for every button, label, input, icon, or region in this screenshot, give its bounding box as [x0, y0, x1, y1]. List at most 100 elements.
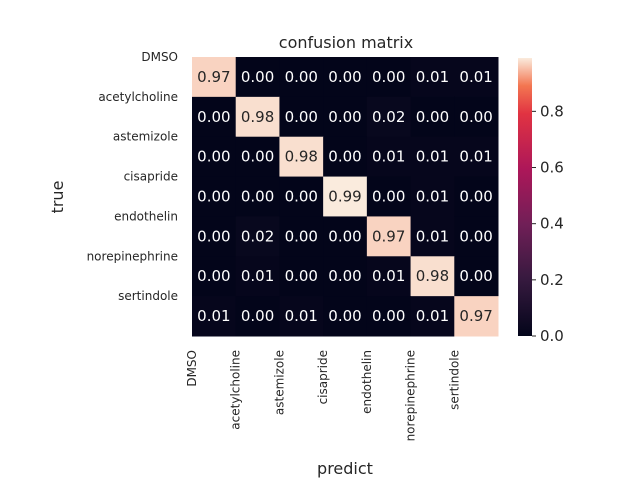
heatmap-cell-value: 0.00 — [372, 307, 405, 325]
heatmap-cell — [192, 57, 237, 98]
heatmap-cell-value: 0.01 — [416, 148, 449, 166]
heatmap-cell — [323, 136, 368, 178]
heatmap-cell-value: 0.99 — [328, 188, 361, 206]
heatmap-cell-value: 0.01 — [241, 267, 274, 285]
heatmap-cell-value: 0.98 — [416, 267, 449, 285]
column-tick-label: astemizole — [272, 350, 286, 415]
heatmap-cell — [235, 256, 280, 297]
row-tick-label: sertindole — [118, 289, 178, 303]
heatmap-cell-value: 0.00 — [197, 188, 230, 206]
heatmap-cell-value: 0.00 — [459, 227, 492, 245]
heatmap-cell-value: 0.00 — [241, 148, 274, 166]
heatmap-cell-value: 0.00 — [372, 68, 405, 86]
heatmap-cell-value: 0.00 — [416, 108, 449, 126]
heatmap-cells: 0.97 0.00 0.00 0.00 0.00 0.01 0.01 0.00 0.98 0.00… — [192, 57, 499, 337]
heatmap-cell — [366, 176, 412, 217]
heatmap-cell — [410, 256, 455, 297]
column-tick-label: acetylcholine — [229, 350, 243, 430]
heatmap-cell-value: 0.00 — [372, 188, 405, 206]
heatmap-cell-value: 0.01 — [416, 307, 449, 325]
heatmap-cell — [366, 136, 412, 178]
y-axis-title: true — [48, 181, 67, 214]
heatmap-cell — [235, 57, 280, 98]
heatmap-cell-value: 0.00 — [328, 227, 361, 245]
heatmap-cell-value: 0.02 — [241, 227, 274, 245]
heatmap-cell — [323, 57, 368, 98]
heatmap-cell — [279, 136, 324, 178]
row-tick-label: acetylcholine — [98, 90, 178, 104]
heatmap-cell — [410, 136, 455, 178]
heatmap-cell-value: 0.98 — [241, 108, 274, 126]
heatmap-cell — [323, 256, 368, 297]
heatmap-cell-value: 0.97 — [459, 307, 492, 325]
heatmap-cell-value: 0.00 — [285, 188, 318, 206]
heatmap-cell — [410, 176, 455, 217]
heatmap-cell-value: 0.00 — [328, 68, 361, 86]
heatmap-cell — [410, 216, 455, 257]
heatmap-cell-value: 0.00 — [197, 267, 230, 285]
heatmap-cell — [279, 57, 324, 98]
heatmap-cell-value: 0.00 — [285, 227, 318, 245]
heatmap-cell — [192, 136, 237, 178]
heatmap-cell — [235, 216, 280, 257]
row-tick-label: astemizole — [113, 130, 178, 144]
heatmap-cell — [279, 216, 324, 257]
x-axis-title: predict — [317, 459, 373, 478]
heatmap-cell — [235, 136, 280, 178]
heatmap-cell — [366, 216, 412, 257]
colorbar-tick-label: 0.2 — [540, 271, 564, 289]
heatmap-cell — [454, 296, 499, 337]
heatmap-cell-value: 0.00 — [459, 188, 492, 206]
heatmap-cell — [454, 176, 499, 217]
heatmap-cell-value: 0.01 — [372, 148, 405, 166]
heatmap-cell — [192, 176, 237, 217]
row-tick-labels: DMSO acetylcholine astemizole cisapride endo… — [87, 50, 178, 303]
heatmap-cell — [366, 296, 412, 337]
heatmap-cell — [454, 96, 499, 138]
heatmap-cell — [454, 136, 499, 178]
row-tick-label: norepinephrine — [87, 249, 178, 263]
heatmap-cell — [454, 256, 499, 297]
heatmap-cell-value: 0.01 — [459, 68, 492, 86]
heatmap-cell-value: 0.00 — [197, 108, 230, 126]
heatmap-cell — [323, 216, 368, 257]
heatmap-cell-value: 0.00 — [459, 267, 492, 285]
heatmap-cell-value: 0.00 — [328, 267, 361, 285]
heatmap-cell — [279, 176, 324, 217]
heatmap-cell — [323, 296, 368, 337]
column-tick-label: endothelin — [360, 350, 374, 414]
colorbar-tick-label: 0.0 — [540, 327, 564, 345]
heatmap-cell — [454, 216, 499, 257]
colorbar-tick-label: 0.6 — [540, 159, 564, 177]
heatmap-cell-value: 0.01 — [285, 307, 318, 325]
heatmap-cell-value: 0.01 — [459, 148, 492, 166]
heatmap-cell-value: 0.00 — [285, 267, 318, 285]
heatmap-cell — [279, 256, 324, 297]
heatmap-cell-value: 0.00 — [328, 108, 361, 126]
heatmap-cell — [323, 176, 368, 217]
column-tick-label: norepinephrine — [404, 350, 418, 441]
heatmap-cell-value: 0.00 — [197, 148, 230, 166]
column-tick-label: cisapride — [316, 350, 330, 404]
heatmap-cell-value: 0.97 — [197, 68, 230, 86]
heatmap-cell — [235, 96, 280, 138]
heatmap-cell — [410, 57, 455, 98]
colorbar-tick-label: 0.8 — [540, 102, 564, 120]
colorbar-tick-label: 0.4 — [540, 215, 564, 233]
heatmap-cell-value: 0.01 — [197, 307, 230, 325]
heatmap-cell — [279, 96, 324, 138]
heatmap-cell-value: 0.00 — [241, 307, 274, 325]
chart-title: confusion matrix — [279, 33, 413, 52]
heatmap-cell-value: 0.01 — [416, 227, 449, 245]
colorbar-gradient — [518, 58, 532, 336]
heatmap-cell — [410, 296, 455, 337]
heatmap-cell — [192, 256, 237, 297]
heatmap-cell-value: 0.97 — [372, 227, 405, 245]
heatmap-cell — [366, 96, 412, 138]
column-tick-labels: DMSO acetylcholine astemizole cisapride endo… — [185, 350, 461, 441]
heatmap-cell — [235, 296, 280, 337]
heatmap-cell-value: 0.00 — [285, 68, 318, 86]
heatmap-cell-value: 0.98 — [285, 148, 318, 166]
heatmap-cell — [454, 57, 499, 98]
